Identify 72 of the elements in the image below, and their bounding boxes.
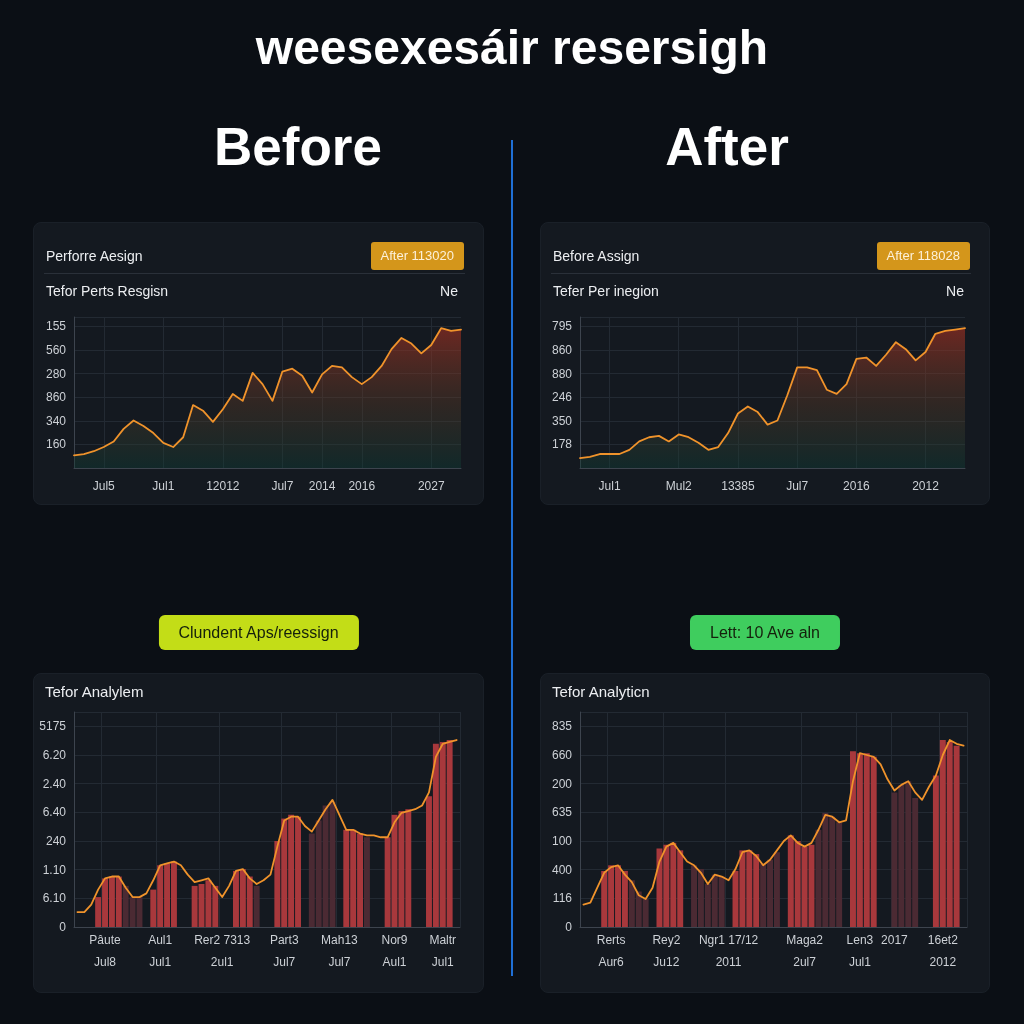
x-tick-label: Nor9 Aul1 [381,933,408,969]
text: 835 [551,719,572,734]
text: Ne [946,283,964,300]
text: 860 [551,343,572,358]
text: 155 [45,319,66,334]
text: Before [214,116,382,178]
text: 2.40 [42,776,66,792]
x-tick-label: Mul2 [665,479,693,493]
text: 160 [45,437,66,452]
pill: Lett: 10 Ave aln [690,615,840,650]
text: 100 [551,834,572,849]
x-tick-label: Len3 Jul1 [846,933,874,969]
text: 1.10 [42,862,66,878]
text: 6.10 [42,891,66,906]
x-tick-label: Mah13 Jul7 [321,933,359,969]
text: weesexesáir resersigh [255,20,769,76]
text: 116 [552,891,572,906]
x-tick-label: Aul1 Jul1 [148,933,173,969]
x-tick-label: Maltr Jul1 [429,933,457,969]
text: 0 [59,920,66,935]
x-tick-label: 12012 [206,479,240,493]
x-tick-label: 2016 [348,479,376,493]
text: 660 [551,748,572,763]
bar [363,837,370,927]
chart-title: Tefor Analyticn [552,683,650,701]
text: 860 [45,390,66,405]
x-tick-label: Rey2 Ju12 [652,933,681,969]
x-tick-label: Maga2 2ul7 [786,933,824,969]
text: 6.40 [42,805,66,820]
chart-title: Perforre Aesign [46,248,143,265]
chart-title: Before Assign [553,248,640,265]
text: 200 [551,776,572,792]
x-tick-label: Ngr1 17/12 2011 [698,933,759,969]
badge: After 118028 [876,242,970,270]
text: 0 [565,920,572,935]
x-tick-label: 2012 [912,479,940,493]
badge: After 113020 [370,242,464,270]
text: After [665,116,789,178]
text: 240 [45,834,66,849]
x-tick-label: Jul1 [598,479,621,493]
chart-subtitle: Tefor Perts Resgisn [46,283,169,300]
text: 350 [551,413,572,429]
x-tick-label: 2016 [843,479,871,493]
x-tick-label: 2027 [417,479,445,493]
pill: Clundent Aps/reessign [158,615,359,650]
x-tick-label: 2014 [308,479,336,493]
text: 246 [551,390,572,405]
text: 280 [45,366,66,382]
x-tick-label: 2017 [881,933,909,947]
chart-title: Tefor Analylem [45,683,144,701]
x-tick-label: Jul1 [152,479,175,493]
text: 560 [45,343,66,358]
bar [253,885,260,927]
chart-subtitle: Tefer Per inegion [553,283,659,300]
text: 880 [551,366,572,382]
text: 6.20 [42,748,66,763]
text: 5175 [39,719,66,734]
x-tick-label: Rer2 7313 2ul1 [194,933,251,969]
x-tick-label: 13385 [721,479,755,493]
text: 635 [551,805,572,820]
x-tick-label: Jul7 [271,479,294,493]
text: 400 [551,862,572,878]
text: 340 [45,413,66,429]
text: Ne [440,283,458,300]
x-tick-label: Pâute Jul8 [89,933,122,969]
x-tick-label: Jul7 [786,479,809,493]
text: 795 [551,319,572,334]
x-tick-label: Rerts Aur6 [596,933,626,969]
x-tick-label: Part3 Jul7 [269,933,299,969]
x-tick-label: 16et2 2012 [927,933,959,969]
text: 178 [551,437,572,452]
x-tick-label: Jul5 [92,479,116,493]
